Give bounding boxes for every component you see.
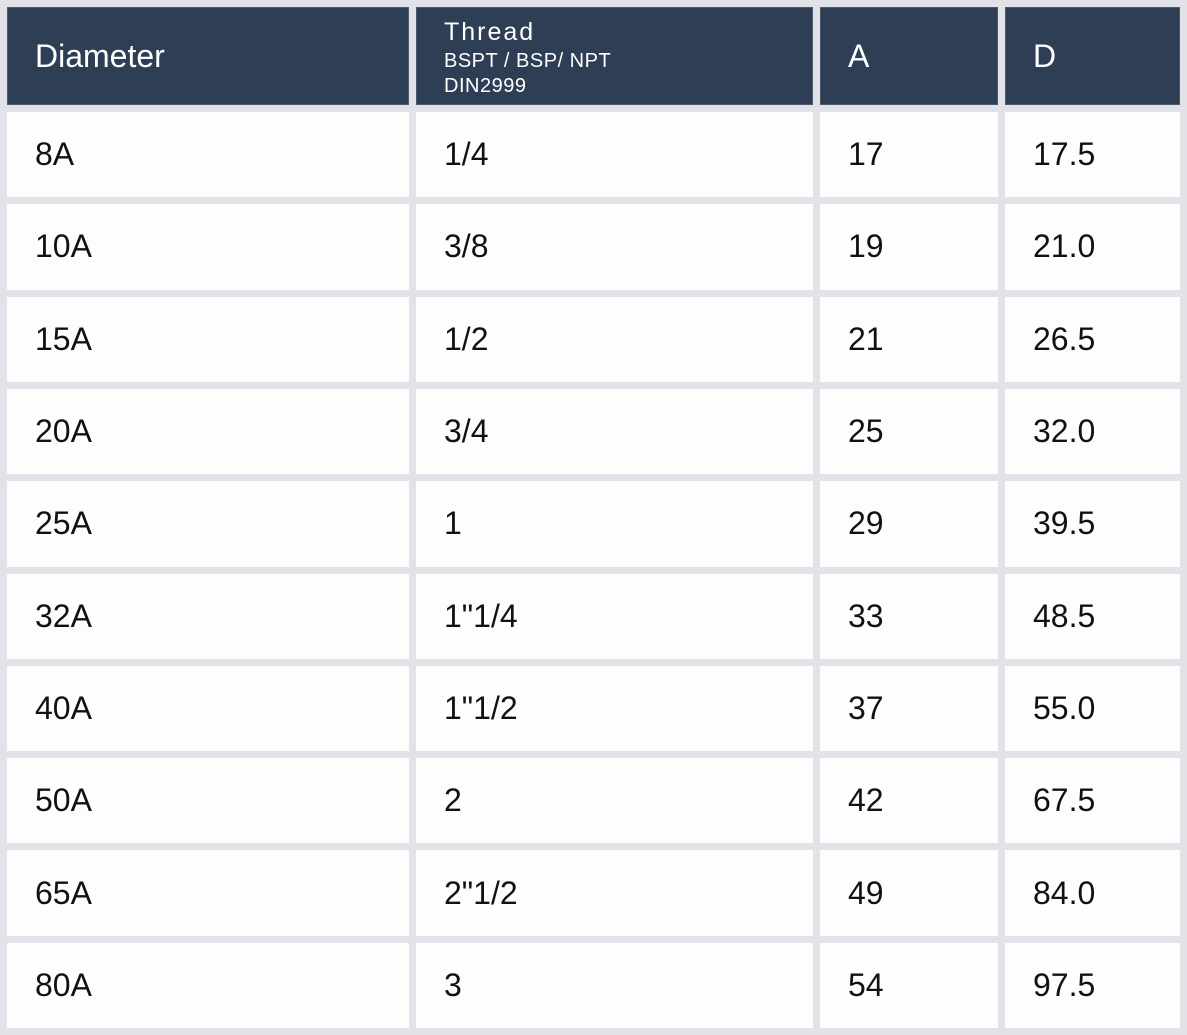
- cell-d-value: 48.5: [1005, 573, 1180, 659]
- cell-diameter: 32A: [7, 573, 409, 659]
- cell-a-value: 54: [820, 942, 998, 1028]
- cell-a-value: 42: [820, 758, 998, 844]
- cell-diameter: 15A: [7, 296, 409, 382]
- cell-diameter: 10A: [7, 204, 409, 290]
- cell-d-value: 17.5: [1005, 112, 1180, 198]
- cell-thread: 1"1/4: [416, 573, 813, 659]
- cell-diameter: 65A: [7, 850, 409, 936]
- cell-a-value: 17: [820, 112, 998, 198]
- thread-subtitle-standards: BSPT / BSP/ NPT: [444, 50, 612, 72]
- cell-diameter: 40A: [7, 665, 409, 752]
- cell-diameter: 25A: [7, 481, 409, 567]
- cell-d-value: 39.5: [1005, 481, 1180, 567]
- cell-diameter: 80A: [7, 942, 409, 1028]
- cell-d-value: 32.0: [1005, 388, 1180, 475]
- cell-thread: 3/8: [416, 204, 813, 290]
- header-cell-d: D: [1005, 7, 1180, 105]
- cell-thread: 1: [416, 481, 813, 567]
- cell-a-value: 21: [820, 296, 998, 382]
- cell-d-value: 21.0: [1005, 204, 1180, 290]
- cell-a-value: 19: [820, 204, 998, 290]
- header-cell-thread: Thread BSPT / BSP/ NPT DIN2999: [416, 7, 813, 105]
- cell-d-value: 55.0: [1005, 665, 1180, 752]
- cell-a-value: 25: [820, 388, 998, 475]
- cell-thread: 1/2: [416, 296, 813, 382]
- cell-a-value: 49: [820, 850, 998, 936]
- thread-subtitle-din: DIN2999: [444, 75, 527, 97]
- header-cell-a: A: [820, 7, 998, 105]
- cell-d-value: 26.5: [1005, 296, 1180, 382]
- cell-thread: 1"1/2: [416, 665, 813, 752]
- cell-thread: 1/4: [416, 112, 813, 198]
- cell-thread: 2: [416, 758, 813, 844]
- cell-thread: 3/4: [416, 388, 813, 475]
- cell-diameter: 50A: [7, 758, 409, 844]
- cell-a-value: 29: [820, 481, 998, 567]
- cell-a-value: 37: [820, 665, 998, 752]
- cell-d-value: 67.5: [1005, 758, 1180, 844]
- cell-d-value: 97.5: [1005, 942, 1180, 1028]
- thread-title: Thread: [444, 18, 536, 46]
- cell-thread: 2"1/2: [416, 850, 813, 936]
- cell-d-value: 84.0: [1005, 850, 1180, 936]
- cell-a-value: 33: [820, 573, 998, 659]
- cell-diameter: 20A: [7, 388, 409, 475]
- header-cell-diameter: Diameter: [7, 7, 409, 105]
- cell-thread: 3: [416, 942, 813, 1028]
- cell-diameter: 8A: [7, 112, 409, 198]
